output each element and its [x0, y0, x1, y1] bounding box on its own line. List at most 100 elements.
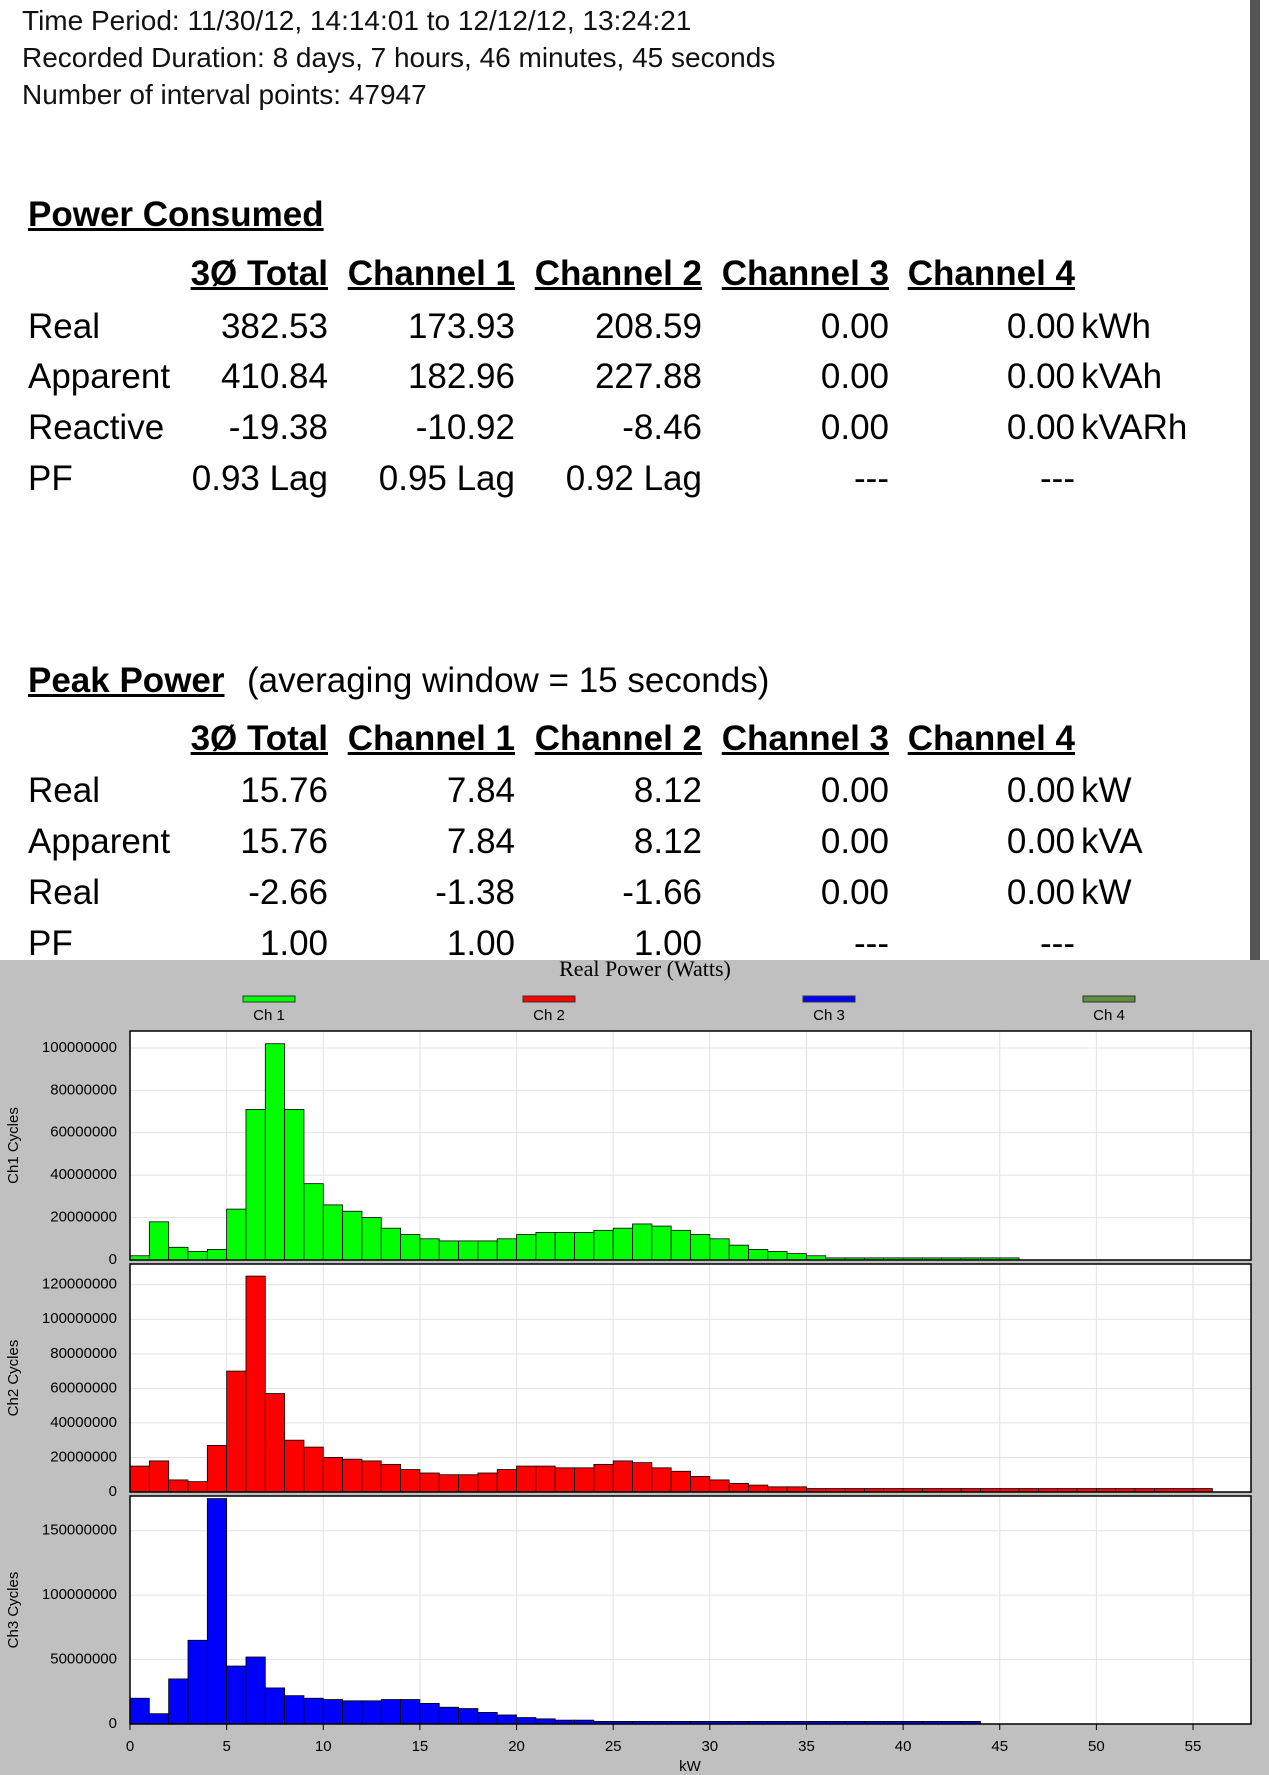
bar — [129, 1465, 150, 1493]
x-tick-label: 0 — [126, 1738, 134, 1755]
bar — [361, 1700, 382, 1725]
scroll-border — [1250, 0, 1260, 960]
x-axis-label: kW — [679, 1758, 702, 1775]
y-axis-label: Ch2 Cycles — [5, 1340, 22, 1417]
y-tick-label: 20000000 — [50, 1448, 117, 1465]
cell: 0.95 Lag — [378, 459, 515, 498]
cell: --- — [854, 459, 889, 498]
bar — [322, 1699, 344, 1725]
cell: -10.92 — [415, 408, 515, 447]
y-tick-label: 40000000 — [50, 1414, 117, 1431]
x-tick-label: 30 — [701, 1738, 718, 1755]
legend-swatch — [1082, 995, 1136, 1003]
column-header: Channel 1 — [347, 719, 515, 758]
bar — [284, 1439, 305, 1493]
bar — [303, 1183, 324, 1261]
legend-label: Ch 2 — [533, 1007, 565, 1024]
bar — [187, 1251, 208, 1261]
y-axis-label: Ch1 Cycles — [5, 1107, 22, 1184]
cell: 1.00 — [446, 924, 515, 960]
column-header: Channel 2 — [534, 254, 702, 293]
bar — [670, 1470, 691, 1493]
header-line: Time Period: 11/30/12, 14:14:01 to 12/12… — [22, 5, 692, 36]
unit: kWh — [1081, 307, 1151, 346]
bar — [496, 1238, 517, 1261]
cell: -8.46 — [622, 408, 702, 447]
cell: 382.53 — [220, 307, 328, 346]
bar — [612, 1227, 633, 1261]
cell: 208.59 — [594, 307, 702, 346]
row-label: Reactive — [28, 408, 165, 447]
x-tick-label: 25 — [605, 1738, 622, 1755]
row-label: Real — [28, 771, 100, 810]
bar — [748, 1484, 769, 1493]
y-tick-label: 0 — [109, 1251, 117, 1268]
bar — [651, 1225, 672, 1261]
bar — [554, 1232, 575, 1261]
cell: -2.66 — [248, 873, 328, 912]
cell: 0.00 — [820, 822, 889, 861]
cell: 0.00 — [1006, 822, 1075, 861]
bar — [303, 1697, 324, 1725]
bar — [380, 1699, 401, 1725]
bar — [322, 1457, 344, 1493]
legend-label: Ch 4 — [1093, 1007, 1125, 1024]
bar — [477, 1712, 498, 1725]
bar — [342, 1210, 363, 1261]
cell: 0.93 Lag — [191, 459, 328, 498]
bar — [148, 1221, 170, 1261]
bar — [477, 1240, 498, 1261]
x-tick-label: 15 — [412, 1738, 429, 1755]
plot-border — [129, 1263, 1252, 1493]
bar — [458, 1474, 479, 1493]
bar — [574, 1232, 595, 1261]
bar — [245, 1109, 266, 1261]
bar — [612, 1460, 633, 1493]
chart: Real Power (Watts) kW Ch 1 Ch 2 Ch 3 Ch 4 0 2… — [0, 960, 1269, 1775]
bar — [632, 1462, 653, 1493]
legend-swatch — [802, 995, 856, 1003]
bar — [535, 1232, 556, 1261]
unit: kVA — [1081, 822, 1143, 861]
bar — [206, 1498, 228, 1725]
bar — [632, 1223, 653, 1261]
section-title: Power Consumed — [28, 195, 324, 234]
bar — [786, 1486, 807, 1493]
y-tick-label: 120000000 — [42, 1276, 117, 1293]
bar — [361, 1217, 382, 1261]
cell: 173.93 — [407, 307, 515, 346]
legend-label: Ch 3 — [813, 1007, 845, 1024]
cell: --- — [1040, 459, 1075, 498]
row-label: Apparent — [28, 357, 171, 396]
bar — [342, 1700, 363, 1725]
bar — [264, 1043, 286, 1261]
cell: 182.96 — [407, 357, 515, 396]
bar — [400, 1469, 421, 1493]
bar — [458, 1708, 479, 1725]
bar — [709, 1479, 730, 1493]
cell: 0.00 — [820, 357, 889, 396]
bar — [767, 1251, 788, 1261]
cell: 0.00 — [1006, 771, 1075, 810]
bar — [342, 1458, 363, 1493]
cell: 0.00 — [1006, 307, 1075, 346]
cell: 1.00 — [259, 924, 328, 960]
bar — [728, 1244, 749, 1261]
bar — [148, 1713, 170, 1725]
cell: 0.00 — [1006, 357, 1075, 396]
header-line: Recorded Duration: 8 days, 7 hours, 46 m… — [22, 42, 776, 73]
bar — [516, 1234, 537, 1261]
bar — [438, 1240, 459, 1261]
bar — [206, 1248, 228, 1261]
bar — [786, 1253, 807, 1261]
x-tick-label: 35 — [798, 1738, 815, 1755]
bar — [303, 1446, 324, 1493]
row-label: PF — [28, 459, 73, 498]
bar — [187, 1481, 208, 1493]
report: Time Period: 11/30/12, 14:14:01 to 12/12… — [22, 0, 1260, 960]
bar — [670, 1229, 691, 1261]
bar — [226, 1665, 247, 1725]
row-label: PF — [28, 924, 73, 960]
x-tick-label: 55 — [1185, 1738, 1202, 1755]
bar — [535, 1718, 556, 1725]
